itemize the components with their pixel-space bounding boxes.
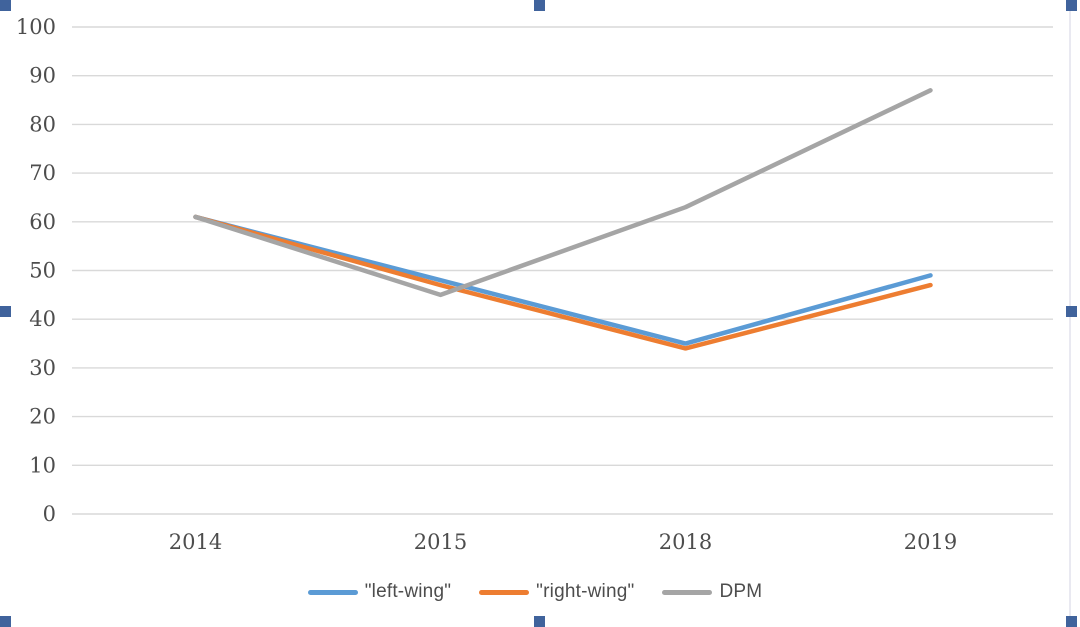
- chart-legend: "left-wing" "right-wing" DPM: [0, 576, 1070, 608]
- selection-handle-top-right-icon[interactable]: [1066, 0, 1077, 11]
- y-tick-label: 50: [29, 259, 56, 283]
- x-tick-label: 2014: [169, 530, 222, 554]
- legend-label: "left-wing": [364, 581, 452, 602]
- legend-item-right-wing[interactable]: "right-wing": [479, 581, 634, 603]
- y-tick-label: 40: [29, 307, 56, 331]
- legend-line-swatch-icon: [307, 589, 358, 595]
- selection-handle-middle-left-icon[interactable]: [0, 306, 11, 317]
- selection-handle-top-center-icon[interactable]: [534, 0, 545, 11]
- selection-handle-top-left-icon[interactable]: [0, 0, 11, 11]
- y-tick-label: 10: [29, 453, 56, 477]
- legend-label: DPM: [719, 581, 763, 602]
- y-tick-label: 70: [29, 161, 56, 185]
- x-tick-label: 2019: [904, 530, 957, 554]
- x-tick-label: 2015: [414, 530, 467, 554]
- series-line-right-wing[interactable]: [193, 214, 933, 351]
- selection-handle-bottom-left-icon[interactable]: [0, 616, 11, 627]
- y-tick-label: 100: [16, 15, 56, 39]
- series-line-left-wing[interactable]: [193, 214, 933, 346]
- y-tick-label: 60: [29, 210, 56, 234]
- series-line-dpm[interactable]: [193, 88, 933, 298]
- y-tick-label: 20: [29, 405, 56, 429]
- x-tick-label: 2018: [659, 530, 712, 554]
- legend-line-swatch-icon: [479, 589, 530, 595]
- legend-label: "right-wing": [536, 581, 635, 602]
- y-tick-label: 80: [29, 112, 56, 136]
- selection-handle-bottom-center-icon[interactable]: [534, 616, 545, 627]
- y-tick-label: 90: [29, 64, 56, 88]
- legend-item-left-wing[interactable]: "left-wing": [307, 581, 452, 603]
- y-tick-label: 30: [29, 356, 56, 380]
- legend-line-swatch-icon: [662, 589, 713, 595]
- selection-handle-bottom-right-icon[interactable]: [1066, 616, 1077, 627]
- legend-item-dpm[interactable]: DPM: [662, 581, 762, 603]
- y-tick-label: 0: [43, 502, 56, 526]
- selection-handle-middle-right-icon[interactable]: [1066, 306, 1077, 317]
